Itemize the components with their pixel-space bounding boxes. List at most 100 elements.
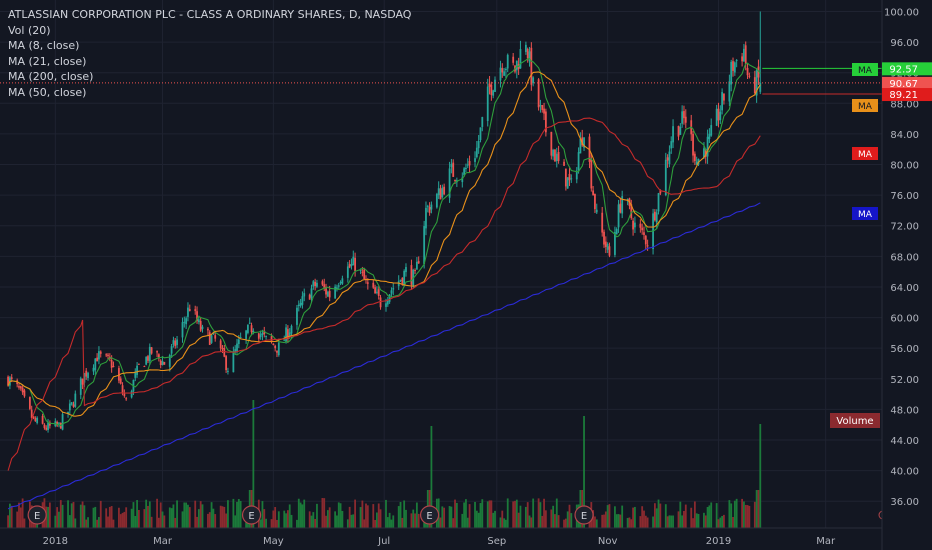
ma21-value-label[interactable]: 89.21 [882, 88, 932, 102]
volume-bar [697, 513, 700, 528]
volume-bar [643, 510, 645, 528]
candle-body [601, 212, 604, 233]
ma200-badge-text: MA [858, 210, 873, 220]
candle-body [145, 357, 148, 365]
earnings-marker[interactable]: E [27, 505, 47, 525]
time-axis[interactable]: 2018 Mar May Jul Sep Nov 2019 Mar [0, 527, 882, 550]
candle-body [336, 287, 338, 290]
volume-bar [592, 510, 595, 528]
candle-body [606, 243, 609, 250]
candle-body [157, 354, 160, 359]
time-tick-label: Mar [816, 536, 836, 547]
candle-body [475, 147, 478, 158]
candle-body [137, 363, 140, 365]
volume-bar [594, 516, 596, 528]
indicator-ma50[interactable]: MA (50, close) [8, 85, 87, 99]
volume-bar [323, 498, 326, 528]
volume-badge[interactable]: Volume [830, 413, 880, 428]
volume-bar [290, 514, 293, 528]
volume-bar [532, 498, 535, 528]
volume-bar [105, 508, 108, 528]
candle-body [134, 372, 137, 378]
volume-bar [606, 505, 609, 528]
candle-body [283, 339, 286, 341]
candle-body [265, 335, 267, 337]
indicator-ma200[interactable]: MA (200, close) [8, 70, 94, 83]
candle-body [728, 81, 731, 102]
candle-body [261, 333, 264, 336]
indicator-vol[interactable]: Vol (20) [8, 23, 51, 37]
volume-bar [475, 510, 478, 528]
candle-body [212, 332, 215, 335]
candle-body [79, 378, 82, 395]
candle-body [36, 417, 39, 423]
earnings-marker[interactable]: E [574, 505, 594, 525]
candle-body [290, 325, 293, 334]
volume-bar [385, 499, 387, 528]
ma8-value-label[interactable]: 92.57 [882, 62, 932, 75]
volume-bar [270, 519, 273, 528]
volume-bar [554, 514, 556, 528]
volume-bar [79, 504, 82, 528]
price-axis[interactable]: 100.0096.0092.0088.0084.0080.0076.0072.0… [881, 0, 932, 550]
ma21-badge[interactable]: MA [852, 99, 878, 112]
volume-bar [721, 515, 724, 528]
volume-bar [479, 503, 482, 528]
volume-bar [543, 498, 545, 528]
candle-body [677, 126, 680, 137]
candle-body [719, 111, 722, 121]
volume-bar [130, 508, 133, 528]
volume-bar [626, 517, 629, 528]
indicator-ma21[interactable]: MA (21, close) [8, 54, 87, 68]
ma50-badge[interactable]: MA [852, 147, 878, 160]
candle-body [334, 286, 337, 299]
candle-body [385, 303, 387, 307]
volume-bar [639, 516, 642, 528]
candle-body [245, 330, 247, 339]
candle-body [730, 61, 733, 85]
candle-body [372, 282, 375, 288]
candle-body [441, 187, 444, 198]
symbol-title[interactable]: ATLASSIAN CORPORATION PLC - CLASS A ORDI… [8, 8, 412, 21]
volume-bar [145, 499, 148, 528]
volume-bar [296, 519, 298, 528]
ma8-badge[interactable]: MA [852, 63, 878, 76]
volume-bar [683, 510, 685, 528]
candle-body [297, 304, 300, 306]
candle-body [296, 307, 298, 325]
candle-body [512, 56, 515, 63]
candle-body [579, 138, 582, 154]
candle-body [143, 366, 146, 368]
volume-bar [377, 503, 380, 528]
candle-body [693, 153, 696, 162]
volume-bar [125, 507, 128, 528]
candle-body [94, 358, 97, 371]
volume-bar [312, 512, 315, 528]
ma21-badge-bg [852, 99, 878, 112]
candle-body [532, 77, 535, 84]
volume-bar [67, 500, 69, 528]
candle-body [181, 322, 184, 338]
candle-body [619, 203, 622, 213]
earnings-marker-label: E [426, 511, 432, 522]
volume-bar [506, 498, 509, 528]
volume-bar [150, 516, 153, 528]
volume-bar [733, 500, 736, 528]
volume-bar [107, 516, 109, 528]
candle-body [10, 377, 13, 380]
volume-bar [670, 515, 673, 528]
price-tick-label: 84.00 [890, 130, 919, 141]
earnings-marker[interactable]: E [419, 505, 440, 525]
indicator-ma8[interactable]: MA (8, close) [8, 39, 80, 52]
earnings-marker[interactable]: E [241, 505, 262, 525]
candle-body [753, 77, 756, 94]
ma200-badge[interactable]: MA [852, 207, 878, 220]
volume-bar [490, 500, 493, 528]
candle-body [564, 168, 567, 187]
volume-bar [634, 506, 636, 528]
candle-body [56, 421, 59, 426]
ma50-badge-text: MA [858, 150, 873, 160]
last-price-label[interactable]: 90.67 [882, 76, 932, 90]
